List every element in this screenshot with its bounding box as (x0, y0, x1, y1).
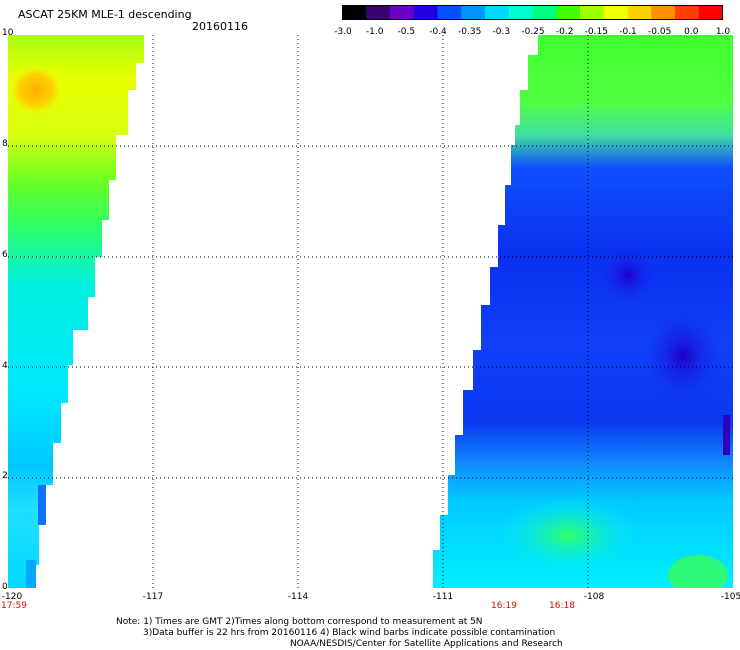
footer-credit: NOAA/NESDIS/Center for Satellite Applica… (290, 639, 563, 649)
y-tick-8: 8 (2, 139, 8, 149)
colorbar-segment (508, 5, 533, 20)
y-tick-0: 0 (2, 582, 8, 592)
x-tick--117: -117 (142, 592, 164, 602)
colorbar-label: -1.0 (365, 27, 384, 37)
colorbar (342, 5, 723, 20)
footer-note-1: Note: 1) Times are GMT 2)Times along bot… (116, 617, 483, 627)
colorbar-segment (580, 5, 605, 20)
colorbar-segment (342, 5, 367, 20)
colorbar-label: -0.35 (458, 27, 482, 37)
east-swath (433, 35, 733, 588)
swath-time-east-1: 16:19 (491, 601, 517, 611)
colorbar-segment (627, 5, 652, 20)
colorbar-label: -0.15 (584, 27, 608, 37)
x-tick--108: -108 (583, 592, 605, 602)
y-tick-10: 10 (2, 28, 14, 38)
x-tick--114: -114 (287, 592, 309, 602)
colorbar-segment (461, 5, 486, 20)
footer-note-2: 3)Data buffer is 22 hrs from 20160116 4)… (143, 628, 556, 638)
colorbar-segment (698, 5, 723, 20)
colorbar-label: -0.3 (492, 27, 511, 37)
x-tick--105: -105 (720, 592, 740, 602)
colorbar-segment (366, 5, 391, 20)
map-plot (8, 35, 733, 588)
y-tick-2: 2 (2, 471, 8, 481)
colorbar-label: -0.25 (521, 27, 545, 37)
colorbar-label: -0.5 (397, 27, 416, 37)
colorbar-label: 0.0 (684, 27, 699, 37)
colorbar-segment (675, 5, 700, 20)
x-tick--120: -120 (1, 592, 23, 602)
swath-time-east-2: 16:18 (549, 601, 575, 611)
west-swath (8, 35, 144, 588)
colorbar-segment (413, 5, 438, 20)
swath-time-west: 17:59 (1, 601, 27, 611)
colorbar-segment (651, 5, 676, 20)
colorbar-label: -0.2 (555, 27, 574, 37)
x-tick--111: -111 (432, 592, 454, 602)
colorbar-label: -3.0 (334, 27, 352, 37)
colorbar-segment (485, 5, 510, 20)
map-date: 20160116 (192, 20, 248, 33)
colorbar-label: 1.0 (715, 27, 731, 37)
y-tick-6: 6 (2, 250, 8, 260)
y-tick-4: 4 (2, 361, 8, 371)
colorbar-label: -0.1 (619, 27, 637, 37)
colorbar-label: -0.05 (648, 27, 672, 37)
map-title: ASCAT 25KM MLE-1 descending (18, 8, 192, 21)
colorbar-segment (390, 5, 415, 20)
colorbar-segment (437, 5, 462, 20)
colorbar-segment (603, 5, 628, 20)
colorbar-label: -0.4 (429, 27, 447, 37)
colorbar-segment (556, 5, 581, 20)
colorbar-segment (532, 5, 557, 20)
lat-lon-grid (8, 35, 733, 588)
